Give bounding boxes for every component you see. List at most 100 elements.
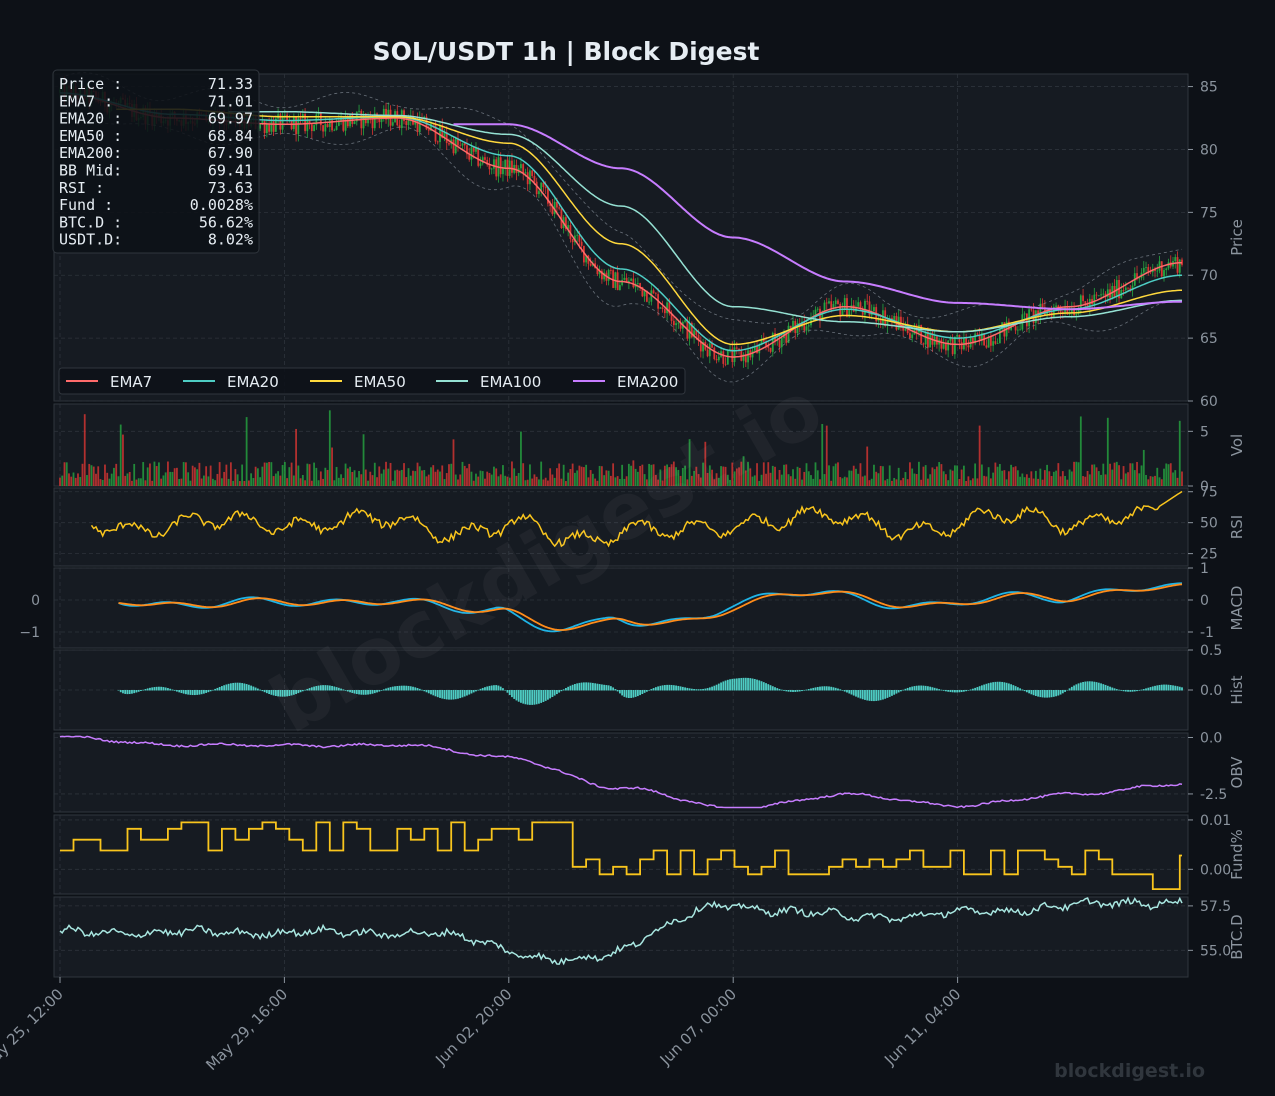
info-label: RSI :: [59, 179, 104, 197]
candle-body: [731, 348, 734, 362]
hist-bar: [848, 690, 851, 694]
hist-bar: [951, 690, 954, 693]
candle-body: [1023, 313, 1026, 315]
y-tick-label: 75: [1200, 205, 1218, 221]
hist-bar: [1136, 690, 1138, 692]
hist-bar: [493, 685, 495, 691]
hist-bar: [627, 690, 630, 699]
hist-bar: [538, 690, 540, 704]
volume-bar: [661, 480, 664, 486]
volume-bar: [340, 474, 342, 486]
hist-bar: [866, 690, 869, 701]
hist-bar: [596, 683, 599, 691]
candle-body: [742, 354, 745, 361]
volume-bar: [918, 461, 920, 486]
volume-bar: [886, 478, 889, 486]
volume-bar: [243, 480, 246, 486]
volume-bar: [949, 469, 952, 486]
candle-body: [1016, 329, 1019, 331]
hist-bar: [560, 690, 563, 692]
volume-bar: [326, 469, 329, 486]
hist-bar: [286, 690, 288, 697]
candle-body: [976, 333, 979, 335]
candle-body: [663, 309, 666, 314]
hist-bar: [135, 690, 138, 693]
hist-bar: [1077, 683, 1080, 691]
hist-bar: [967, 690, 970, 691]
volume-bar: [432, 465, 435, 486]
volume-bar: [407, 468, 410, 486]
volume-bar: [967, 476, 970, 486]
hist-bar: [301, 690, 304, 692]
hist-bar: [448, 690, 450, 700]
volume-bar: [1055, 470, 1057, 486]
volume-bar: [351, 471, 354, 486]
volume-bar: [1140, 465, 1143, 486]
volume-bar: [688, 439, 691, 486]
candle-body: [436, 141, 439, 143]
volume-bar: [295, 428, 297, 486]
hist-bar: [987, 683, 990, 691]
hist-bar: [832, 687, 835, 691]
volume-bar: [286, 478, 288, 486]
volume-bar: [342, 477, 345, 486]
candle-body: [1124, 287, 1127, 291]
candle-body: [960, 342, 963, 350]
hist-bar: [117, 690, 120, 691]
candle-body: [711, 343, 713, 348]
candle-body: [589, 263, 592, 266]
hist-bar: [351, 690, 354, 693]
volume-bar: [976, 478, 979, 486]
hist-bar: [133, 690, 136, 694]
hist-bar: [591, 682, 594, 691]
candle-body: [558, 207, 561, 209]
volume-bar: [857, 473, 860, 486]
hist-bar: [547, 690, 549, 700]
volume-bar: [301, 475, 304, 486]
volume-bar: [625, 476, 628, 486]
hist-bar: [158, 686, 160, 691]
volume-bar: [472, 480, 475, 486]
candle-body: [1102, 293, 1105, 295]
info-value: 69.97: [208, 110, 253, 128]
candle-body: [639, 283, 642, 287]
volume-bar: [358, 470, 360, 486]
rsi-plot: [90, 490, 1183, 548]
volume-bar: [261, 466, 264, 486]
volume-bar: [792, 469, 794, 486]
hist-bar: [326, 685, 329, 691]
hist-bar: [798, 690, 801, 692]
volume-bar: [164, 472, 167, 486]
volume-bar: [1010, 464, 1013, 486]
hist-bar: [171, 689, 174, 691]
hist-bar: [1113, 688, 1116, 691]
candle-body: [1079, 295, 1082, 309]
hist-bar: [218, 686, 221, 691]
hist-bar: [1156, 685, 1159, 691]
candle-body: [641, 286, 644, 297]
volume-bar: [756, 463, 758, 486]
legend-label: EMA100: [480, 373, 541, 391]
volume-bar: [59, 477, 61, 486]
hist-bar: [1129, 690, 1132, 692]
hist-bar: [364, 690, 367, 695]
hist-bar: [506, 690, 509, 693]
hist-bar: [153, 687, 156, 691]
candle-body: [978, 334, 981, 340]
hist-bar: [1160, 684, 1163, 691]
hist-bar: [167, 688, 169, 691]
volume-bar: [765, 473, 767, 486]
candle-body: [1073, 308, 1075, 316]
volume-bar: [738, 467, 740, 486]
hist-bar: [974, 687, 977, 691]
hist-bar: [956, 690, 959, 693]
volume-bar: [529, 464, 531, 486]
hist-bar: [371, 690, 374, 694]
hist-bar: [373, 690, 376, 694]
volume-bar: [560, 478, 563, 486]
volume-bar: [101, 479, 104, 486]
hist-bar: [1093, 681, 1096, 691]
volume-bar: [1019, 476, 1022, 486]
hist-bar: [762, 682, 765, 691]
candle-body: [286, 114, 288, 121]
